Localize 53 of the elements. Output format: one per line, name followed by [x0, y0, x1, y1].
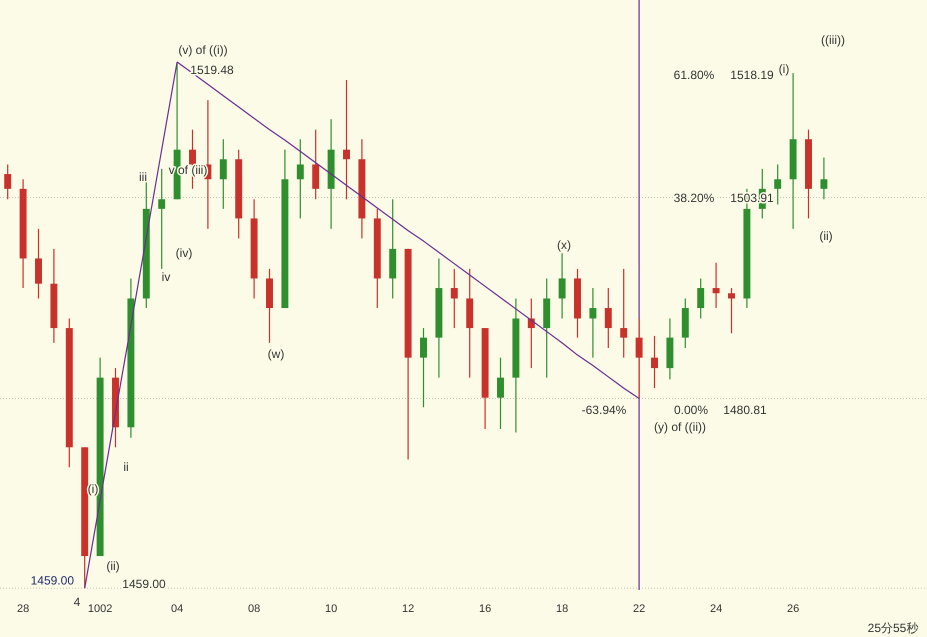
x-tick-label: 08	[248, 603, 260, 615]
annotation: -63.94%	[582, 403, 627, 417]
candlestick	[158, 168, 166, 270]
x-tick-label: 26	[786, 603, 800, 615]
annotation: 1518.19	[730, 68, 774, 82]
x-tick-label: 12	[402, 603, 414, 615]
annotation: (iv)	[176, 246, 192, 260]
candlestick	[296, 138, 304, 220]
annotation: 0.00%	[674, 403, 708, 417]
candlestick	[220, 138, 227, 210]
annotation: (i)	[778, 62, 790, 76]
ref-line-label: 1459.00	[30, 573, 74, 588]
candlestick	[728, 287, 735, 334]
x-tick-label: 04	[170, 603, 184, 615]
annotation: ((iii))	[821, 33, 845, 47]
candlestick	[651, 335, 658, 389]
candlestick	[712, 262, 720, 309]
x-tick-label: 10	[324, 603, 338, 615]
x-tick-label: 28	[16, 603, 30, 615]
candlestick	[697, 278, 704, 320]
annotation: (y) of ((ii))	[654, 420, 706, 434]
candlestick	[774, 164, 782, 206]
text: 4	[74, 595, 81, 609]
annotation: (ii)	[106, 559, 120, 573]
candlestick	[558, 252, 566, 320]
candlestick	[450, 268, 458, 329]
annotation: 1459.00	[122, 577, 166, 591]
x-tick-label: 1002	[88, 603, 112, 615]
annotation: (w)	[268, 347, 284, 361]
candlestick	[497, 357, 504, 430]
x-tick-label: 18	[556, 603, 568, 615]
annotation: ii	[123, 460, 129, 474]
annotation: 1519.48	[190, 63, 234, 77]
annotation: iii	[139, 170, 147, 184]
candlestick	[620, 268, 628, 358]
annotation: 1480.81	[723, 403, 768, 417]
annotation: iv	[162, 270, 170, 284]
candlestick	[420, 327, 427, 408]
x-tick-label: 24	[710, 603, 722, 615]
annotation: (v) of ((i))	[178, 43, 228, 57]
candlestick	[604, 287, 612, 349]
candlestick	[820, 156, 828, 200]
candlestick	[636, 318, 643, 400]
annotation: (x)	[557, 238, 571, 252]
text: 25分55秒	[868, 621, 918, 635]
annotation: 38.20%	[674, 191, 715, 205]
x-tick-label: 16	[478, 603, 492, 615]
annotation: 61.80%	[674, 68, 715, 82]
candlestick	[4, 164, 12, 200]
candlestick	[589, 287, 596, 358]
x-tick-label: 22	[632, 603, 646, 615]
candlestick	[343, 79, 350, 200]
annotation: (ii)	[819, 229, 833, 243]
